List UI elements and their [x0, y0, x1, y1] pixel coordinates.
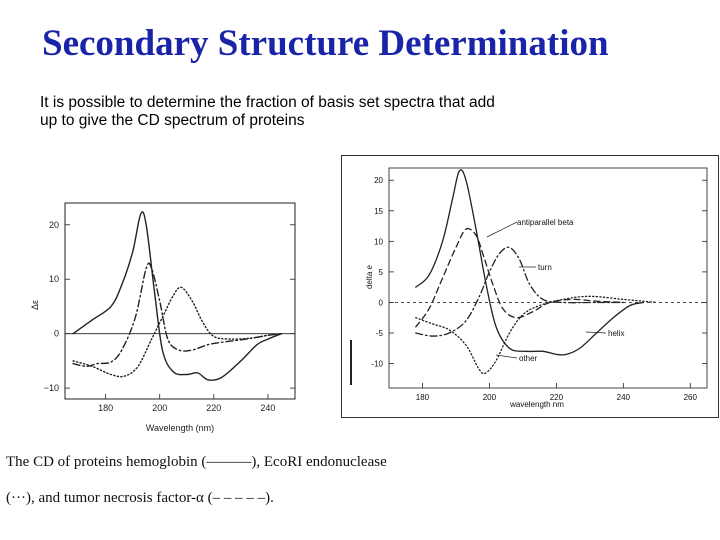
x-tick-label: 180: [98, 403, 113, 413]
x-tick-label: 180: [416, 393, 430, 402]
protein-cd-chart: 20 10 0 −10 180 200 220 240 Δε Wavelength (nm): [30, 202, 296, 433]
annotation-antiparallel-beta: antiparallel beta: [517, 218, 574, 227]
y-tick-label: 20: [374, 176, 383, 185]
annotation-turn: turn: [538, 263, 552, 272]
y-tick-label: 20: [49, 220, 59, 230]
annotation-leader: [495, 354, 518, 359]
y-axis-ticks: 20 15 10 5 0 -5 -10: [371, 176, 707, 369]
figure-border: [341, 155, 719, 418]
x-tick-label: 200: [152, 403, 167, 413]
y-axis-label: Δε: [30, 300, 40, 310]
series-line-antiparallel-beta: [415, 227, 624, 328]
x-axis-ticks: 180 200 220 240: [98, 394, 275, 413]
series-annotations: antiparallel beta turn helix other: [486, 218, 624, 363]
y-tick-label: -5: [376, 329, 384, 338]
slide-title: Secondary Structure Determination: [42, 23, 609, 64]
series-line-hemoglobin: [72, 211, 283, 381]
series-line-turn: [415, 246, 624, 337]
series-line-tumor-necrosis-factor: [72, 262, 283, 368]
y-tick-label: 0: [379, 298, 384, 307]
caption-line-1: The CD of proteins hemoglobin (———), Eco…: [6, 454, 387, 470]
annotation-leader: [585, 331, 607, 334]
y-tick-label: 5: [379, 268, 384, 277]
figure-caption: The CD of proteins hemoglobin (———), Eco…: [6, 444, 426, 516]
series-line-other: [415, 295, 658, 375]
annotation-leader: [486, 221, 518, 238]
plot-frame: [388, 167, 708, 389]
series-line-helix: [415, 169, 645, 356]
caption-line-2: (···), and tumor necrosis factor-α (– – …: [6, 490, 274, 506]
y-tick-label: 0: [54, 329, 59, 339]
y-tick-label: 15: [374, 207, 383, 216]
series-group: [389, 169, 707, 375]
y-tick-label: -10: [371, 360, 383, 369]
x-tick-label: 220: [206, 403, 221, 413]
annotation-other: other: [519, 354, 538, 363]
x-tick-label: 220: [550, 393, 564, 402]
x-axis-label: Wavelength (nm): [146, 423, 214, 433]
x-tick-label: 240: [260, 403, 275, 413]
x-axis-label: wavelength nm: [509, 400, 564, 409]
x-axis-ticks: 180 200 220 240 260: [416, 383, 698, 402]
scan-mark: [350, 340, 352, 385]
y-tick-label: 10: [374, 237, 383, 246]
intro-line-2: up to give the CD spectrum of proteins: [40, 112, 305, 129]
y-tick-label: 10: [49, 274, 59, 284]
intro-line-1: It is possible to determine the fraction…: [40, 94, 495, 111]
annotation-helix: helix: [608, 329, 624, 338]
y-tick-label: −10: [44, 383, 59, 393]
series-line-ecori-endonuclease: [72, 286, 283, 378]
x-tick-label: 260: [684, 393, 698, 402]
x-tick-label: 240: [617, 393, 631, 402]
y-axis-label: delta e: [365, 264, 374, 289]
basis-spectra-chart: 20 15 10 5 0 -5 -10 180 200 220 240 260 antiparall…: [341, 155, 719, 418]
intro-text: It is possible to determine the fraction…: [40, 94, 600, 130]
series-group: [72, 211, 283, 381]
x-tick-label: 200: [483, 393, 497, 402]
plot-frame: [64, 202, 296, 400]
